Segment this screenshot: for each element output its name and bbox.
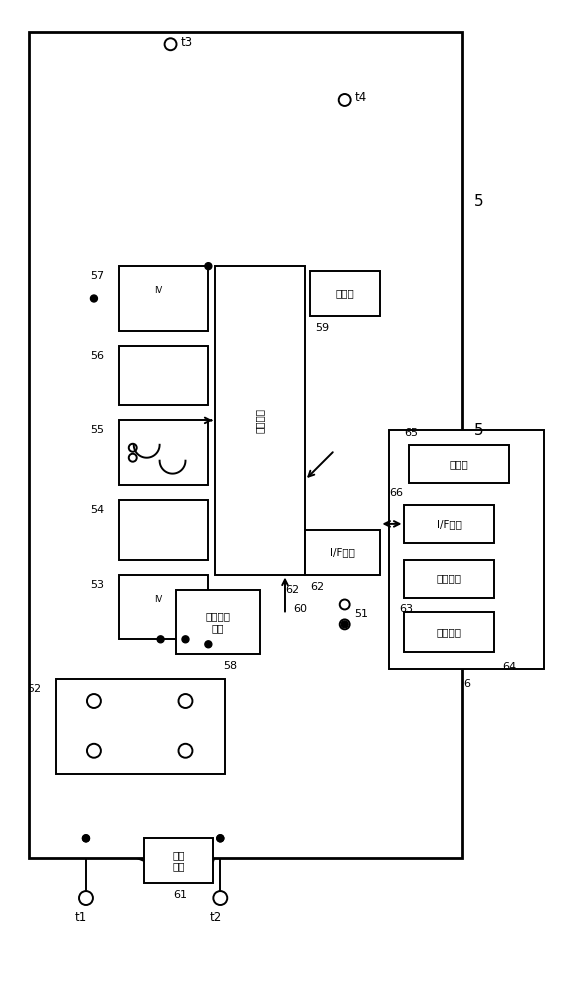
Bar [119,266,208,331]
Text: 指示器: 指示器 [335,289,354,299]
Circle shape [157,636,164,643]
Circle shape [205,263,212,270]
Circle shape [82,835,89,842]
Text: 6: 6 [463,679,470,689]
Bar [119,500,208,560]
Bar [305,530,380,575]
Text: 66: 66 [389,488,403,498]
Bar [410,445,509,483]
Text: t4: t4 [355,91,367,104]
Text: 5: 5 [474,423,484,438]
Bar [176,590,260,654]
Text: I/F电路: I/F电路 [330,547,355,557]
Text: 54: 54 [90,505,104,515]
Text: 64: 64 [502,662,516,672]
Text: 5: 5 [474,194,484,209]
Circle shape [182,636,189,643]
Text: 56: 56 [90,351,104,361]
Text: 52: 52 [27,684,41,694]
Text: 58: 58 [223,661,237,671]
Bar [119,420,208,485]
Text: 65: 65 [405,428,419,438]
Circle shape [217,835,224,842]
Text: 电源
电路: 电源 电路 [172,850,185,872]
Text: IV: IV [154,595,163,604]
Bar [119,346,208,405]
Circle shape [217,835,224,842]
Text: 55: 55 [90,425,104,435]
Text: t3: t3 [180,36,193,49]
Bar [144,838,214,883]
Circle shape [205,641,212,648]
Bar [405,560,494,598]
Text: 控制电路: 控制电路 [437,574,462,584]
Text: 显示器: 显示器 [450,459,468,469]
Text: 62: 62 [310,582,324,592]
Text: 运算电路: 运算电路 [255,408,265,433]
Bar [405,505,494,543]
Text: I/F电路: I/F电路 [437,519,462,529]
Text: t1: t1 [75,911,87,924]
Text: 62: 62 [285,585,299,595]
Bar [389,430,544,669]
Text: 53: 53 [90,580,104,590]
Text: 60: 60 [293,604,307,614]
Bar [310,271,380,316]
Text: t2: t2 [209,911,221,924]
Bar [405,612,494,652]
Circle shape [82,835,89,842]
Text: 57: 57 [90,271,104,281]
Circle shape [341,621,348,628]
Text: 51: 51 [355,609,368,619]
Bar [215,266,305,575]
Bar [29,32,462,858]
Text: 61: 61 [173,890,188,900]
Bar [119,575,208,639]
Text: 存储装置: 存储装置 [437,627,462,637]
Text: 59: 59 [315,323,329,333]
Text: IV: IV [154,286,163,295]
Text: 电压检测
电路: 电压检测 电路 [205,611,231,633]
Bar [56,679,225,774]
Circle shape [90,295,97,302]
Text: 63: 63 [399,604,414,614]
